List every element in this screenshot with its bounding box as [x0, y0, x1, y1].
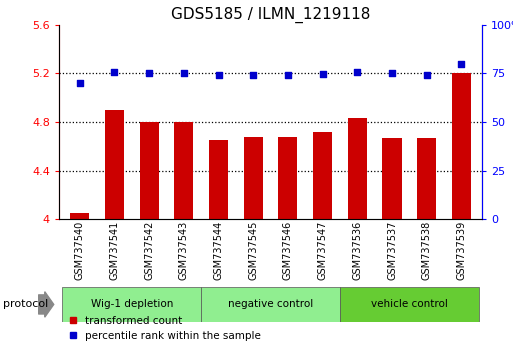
Point: [388, 70, 396, 76]
Text: negative control: negative control: [228, 299, 313, 309]
Point: [180, 70, 188, 76]
Point: [145, 70, 153, 76]
Bar: [417, 138, 436, 219]
Bar: [244, 137, 263, 219]
Point: [249, 73, 258, 78]
Bar: [313, 132, 332, 219]
Point: [110, 69, 119, 74]
Point: [284, 73, 292, 78]
Point: [76, 80, 84, 86]
Point: [319, 72, 327, 77]
Bar: [452, 73, 471, 219]
Text: Wig-1 depletion: Wig-1 depletion: [91, 299, 173, 309]
Bar: [201, 287, 340, 322]
Point: [423, 73, 431, 78]
Bar: [63, 287, 201, 322]
Point: [214, 73, 223, 78]
Bar: [340, 287, 479, 322]
Bar: [348, 119, 367, 219]
FancyArrow shape: [38, 292, 54, 317]
Bar: [174, 122, 193, 219]
Title: GDS5185 / ILMN_1219118: GDS5185 / ILMN_1219118: [171, 7, 370, 23]
Bar: [279, 137, 298, 219]
Text: vehicle control: vehicle control: [371, 299, 448, 309]
Legend: transformed count, percentile rank within the sample: transformed count, percentile rank withi…: [64, 312, 265, 345]
Bar: [140, 122, 159, 219]
Bar: [70, 213, 89, 219]
Bar: [105, 110, 124, 219]
Point: [353, 69, 362, 74]
Bar: [383, 138, 402, 219]
Text: protocol: protocol: [3, 299, 48, 309]
Bar: [209, 141, 228, 219]
Point: [457, 61, 465, 67]
